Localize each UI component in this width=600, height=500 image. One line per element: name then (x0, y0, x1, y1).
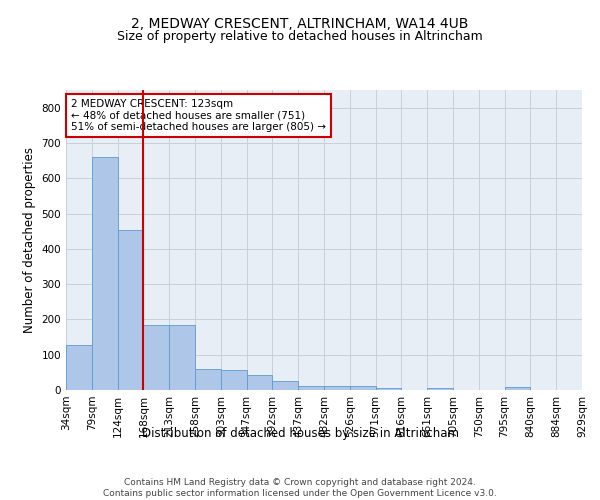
Bar (427, 388, 453, 390)
Bar (169, 326, 195, 390)
Bar (118, 230, 143, 390)
Text: 2 MEDWAY CRESCENT: 123sqm
← 48% of detached houses are smaller (751)
51% of semi: 2 MEDWAY CRESCENT: 123sqm ← 48% of detac… (71, 99, 326, 132)
Bar (324, 386, 350, 390)
Bar (195, 369, 221, 390)
Text: Contains HM Land Registry data © Crown copyright and database right 2024.
Contai: Contains HM Land Registry data © Crown c… (103, 478, 497, 498)
Bar (221, 370, 247, 390)
Bar (66, 345, 92, 390)
Text: 2, MEDWAY CRESCENT, ALTRINCHAM, WA14 4UB: 2, MEDWAY CRESCENT, ALTRINCHAM, WA14 4UB (131, 18, 469, 32)
Bar (376, 388, 401, 390)
Bar (505, 387, 530, 390)
Bar (143, 326, 169, 390)
Text: Size of property relative to detached houses in Altrincham: Size of property relative to detached ho… (117, 30, 483, 43)
Bar (350, 386, 376, 390)
Bar (298, 386, 324, 390)
Y-axis label: Number of detached properties: Number of detached properties (23, 147, 36, 333)
Bar (92, 157, 118, 390)
Bar (247, 375, 272, 390)
Bar (272, 381, 298, 390)
Text: Distribution of detached houses by size in Altrincham: Distribution of detached houses by size … (142, 428, 458, 440)
